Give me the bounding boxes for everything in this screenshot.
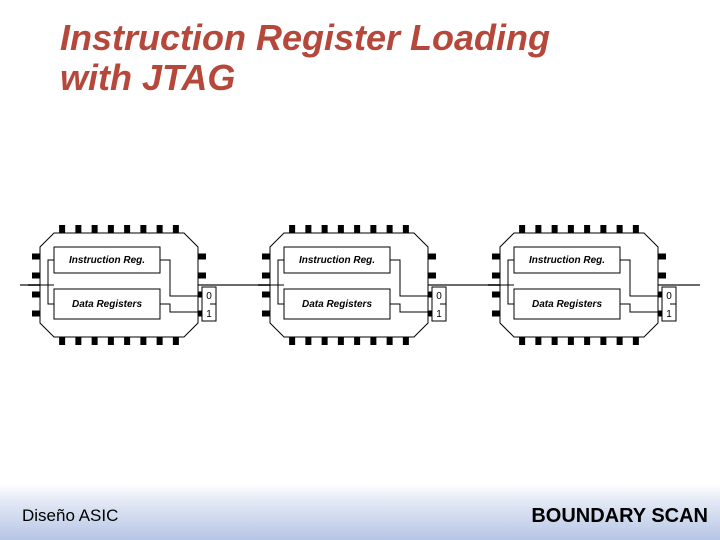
title-line-2: with JTAG [60,58,550,98]
footer: Diseño ASIC BOUNDARY SCAN [0,484,720,540]
footer-left-text: Diseño ASIC [22,506,118,526]
svg-text:1: 1 [436,309,442,320]
svg-text:Data Registers: Data Registers [532,299,602,310]
svg-text:1: 1 [666,309,672,320]
title-line-1: Instruction Register Loading [60,18,550,58]
svg-text:Data Registers: Data Registers [302,299,372,310]
svg-text:Data Registers: Data Registers [72,299,142,310]
footer-right-text: BOUNDARY SCAN [531,505,708,528]
svg-text:Instruction Reg.: Instruction Reg. [529,255,605,266]
svg-text:0: 0 [206,291,212,302]
svg-text:Instruction Reg.: Instruction Reg. [299,255,375,266]
svg-text:Instruction Reg.: Instruction Reg. [69,255,145,266]
page-title: Instruction Register Loading with JTAG [60,18,550,97]
jtag-chain-diagram: Instruction Reg. Data Registers 0 1 Instruct… [20,205,700,365]
svg-text:0: 0 [666,291,672,302]
svg-text:1: 1 [206,309,212,320]
svg-text:0: 0 [436,291,442,302]
